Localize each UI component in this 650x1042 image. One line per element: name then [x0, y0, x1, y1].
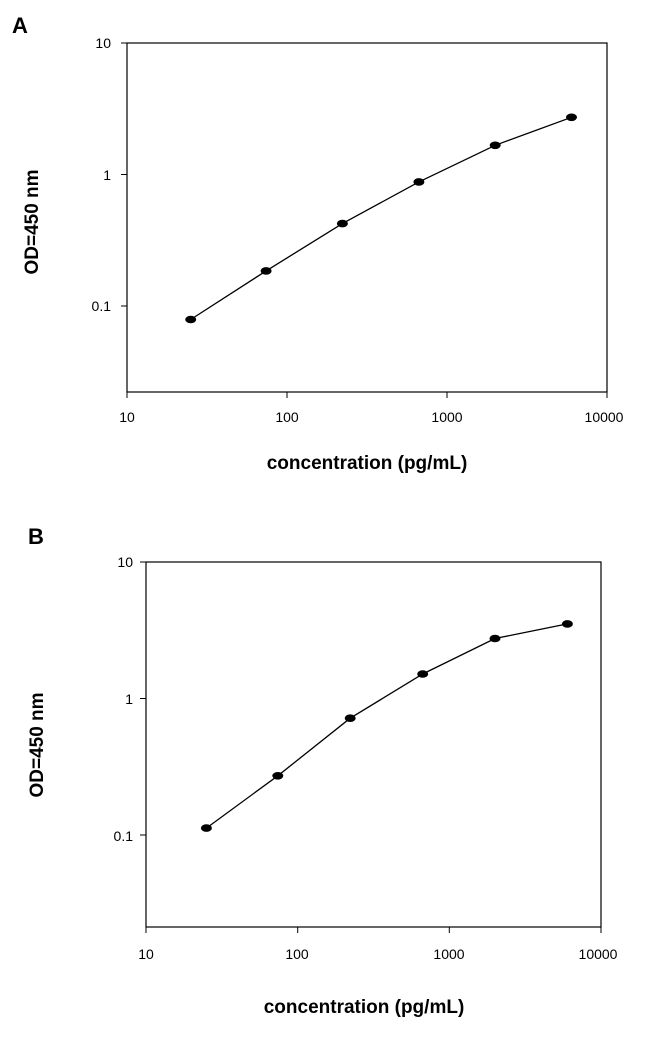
chart-panel-b: B 10 1 0.1 10 100 1000 10000 concentrati… [27, 524, 618, 1018]
panel-letter-b: B [28, 524, 44, 549]
panel-letter-a: A [12, 13, 28, 38]
plot-area-a [126, 42, 608, 393]
x-tick-label-10000: 10000 [579, 946, 618, 962]
series-line [206, 623, 568, 829]
data-point [336, 219, 348, 228]
data-point [489, 141, 501, 150]
x-tick-label-1000: 1000 [431, 409, 462, 425]
y-ticks-b: 10 1 0.1 [114, 554, 146, 844]
x-tick-label-1000: 1000 [433, 946, 464, 962]
data-point [417, 670, 429, 678]
data-point [272, 772, 284, 780]
data-point [344, 714, 356, 722]
plot-area-b [145, 561, 602, 928]
series-line [190, 116, 572, 321]
y-tick-label-1: 1 [125, 691, 133, 707]
y-ticks-a: 10 1 0.1 [92, 35, 127, 314]
data-point [260, 267, 272, 275]
x-tick-label-100: 100 [285, 946, 309, 962]
y-tick-label-0.1: 0.1 [92, 298, 112, 314]
y-tick-label-1: 1 [103, 167, 111, 183]
x-tick-label-10000: 10000 [585, 409, 624, 425]
series-marks-a [185, 113, 577, 324]
y-tick-label-0.1: 0.1 [114, 828, 134, 844]
x-axis-title-b: concentration (pg/mL) [264, 997, 465, 1018]
x-ticks-b: 10 100 1000 10000 [138, 927, 618, 962]
data-point [489, 634, 501, 643]
y-tick-label-10: 10 [117, 554, 133, 570]
series-marks-b [200, 620, 573, 832]
data-point [185, 315, 197, 324]
y-axis-title-a: OD=450 nm [22, 169, 43, 274]
x-ticks-a: 10 100 1000 10000 [119, 392, 624, 425]
y-axis-title-b: OD=450 nm [27, 692, 48, 797]
chart-panel-a: A 10 1 0.1 10 100 1000 10000 concentrati… [12, 13, 624, 474]
x-axis-title-a: concentration (pg/mL) [267, 453, 468, 474]
data-point [200, 824, 212, 832]
x-tick-label-10: 10 [138, 946, 154, 962]
x-tick-label-10: 10 [119, 409, 135, 425]
y-tick-label-10: 10 [95, 35, 111, 51]
data-point [561, 620, 573, 628]
data-point [413, 178, 425, 186]
x-tick-label-100: 100 [275, 409, 299, 425]
data-point [566, 113, 577, 122]
